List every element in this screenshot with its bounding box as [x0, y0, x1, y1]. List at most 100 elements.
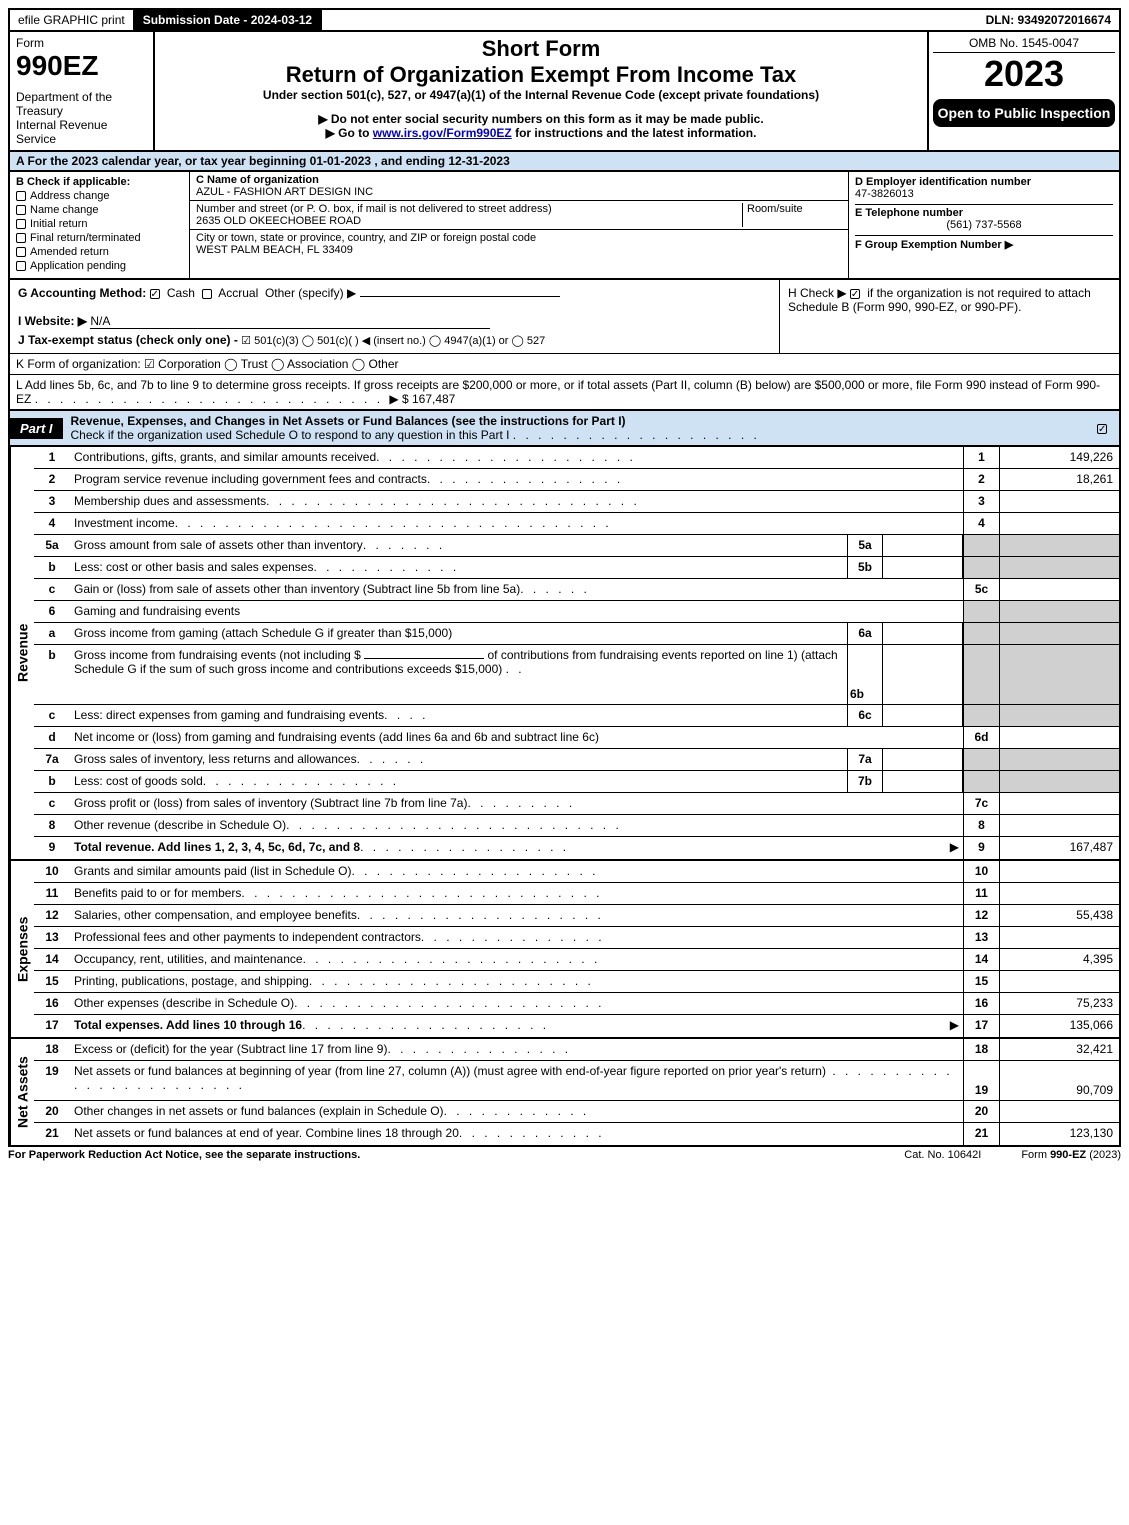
amount-17: 135,066	[999, 1015, 1119, 1037]
org-name: AZUL - FASHION ART DESIGN INC	[196, 186, 842, 198]
part-1-header: Part I Revenue, Expenses, and Changes in…	[8, 411, 1121, 447]
org-city: WEST PALM BEACH, FL 33409	[196, 244, 842, 256]
page-footer: For Paperwork Reduction Act Notice, see …	[8, 1147, 1121, 1163]
g-label: G Accounting Method:	[18, 286, 146, 300]
row-14: 14 Occupancy, rent, utilities, and maint…	[34, 949, 1119, 971]
col-d-ein-phone: D Employer identification number 47-3826…	[849, 172, 1119, 278]
efile-label: efile GRAPHIC print	[10, 10, 135, 30]
line-k: K Form of organization: ☑ Corporation ◯ …	[8, 354, 1121, 375]
row-6b: b Gross income from fundraising events (…	[34, 645, 1119, 705]
room-suite-label: Room/suite	[742, 203, 842, 227]
form-title: Return of Organization Exempt From Incom…	[163, 62, 919, 88]
line-l-amount: 167,487	[412, 392, 455, 406]
header-right: OMB No. 1545-0047 2023 Open to Public In…	[929, 32, 1119, 150]
row-5a: 5a Gross amount from sale of assets othe…	[34, 535, 1119, 557]
check-accrual[interactable]	[202, 289, 212, 299]
org-street: 2635 OLD OKEECHOBEE ROAD	[196, 215, 742, 227]
check-final-return[interactable]: Final return/terminated	[16, 232, 183, 244]
row-4: 4 Investment income . . . . . . . . . . …	[34, 513, 1119, 535]
row-7b: b Less: cost of goods sold . . . . . . .…	[34, 771, 1119, 793]
amount-1: 149,226	[999, 447, 1119, 468]
part-1-tag: Part I	[10, 418, 63, 439]
amount-18: 32,421	[999, 1039, 1119, 1060]
col-b-checkboxes: B Check if applicable: Address change Na…	[10, 172, 190, 278]
j-options: ☑ 501(c)(3) ◯ 501(c)( ) ◀ (insert no.) ◯…	[241, 335, 545, 347]
open-to-public: Open to Public Inspection	[933, 99, 1115, 127]
check-application-pending[interactable]: Application pending	[16, 260, 183, 272]
header-left: Form 990EZ Department of the Treasury In…	[10, 32, 155, 150]
net-assets-side-label: Net Assets	[10, 1039, 34, 1145]
footer-paperwork: For Paperwork Reduction Act Notice, see …	[8, 1149, 360, 1161]
col-c-org-info: C Name of organization AZUL - FASHION AR…	[190, 172, 849, 278]
row-12: 12 Salaries, other compensation, and emp…	[34, 905, 1119, 927]
line-l: L Add lines 5b, 6c, and 7b to line 9 to …	[8, 375, 1121, 411]
row-7c: c Gross profit or (loss) from sales of i…	[34, 793, 1119, 815]
i-label: I Website: ▶	[18, 314, 87, 328]
revenue-side-label: Revenue	[10, 447, 34, 859]
row-3: 3 Membership dues and assessments . . . …	[34, 491, 1119, 513]
row-9: 9 Total revenue. Add lines 1, 2, 3, 4, 5…	[34, 837, 1119, 859]
note-goto-suffix: for instructions and the latest informat…	[515, 126, 756, 140]
tax-year: 2023	[933, 53, 1115, 95]
row-6d: d Net income or (loss) from gaming and f…	[34, 727, 1119, 749]
expenses-side-label: Expenses	[10, 861, 34, 1037]
row-18: 18 Excess or (deficit) for the year (Sub…	[34, 1039, 1119, 1061]
section-gh: G Accounting Method: Cash Accrual Other …	[8, 280, 1121, 354]
form-subtitle: Under section 501(c), 527, or 4947(a)(1)…	[163, 88, 919, 102]
dept-line-2: Internal Revenue Service	[16, 118, 147, 146]
check-schedule-b-not-required[interactable]	[850, 289, 860, 299]
row-17: 17 Total expenses. Add lines 10 through …	[34, 1015, 1119, 1037]
row-15: 15 Printing, publications, postage, and …	[34, 971, 1119, 993]
amount-12: 55,438	[999, 905, 1119, 926]
form-number: 990EZ	[16, 50, 147, 82]
check-name-change[interactable]: Name change	[16, 204, 183, 216]
dln: DLN: 93492072016674	[978, 10, 1119, 30]
row-8: 8 Other revenue (describe in Schedule O)…	[34, 815, 1119, 837]
row-20: 20 Other changes in net assets or fund b…	[34, 1101, 1119, 1123]
row-19: 19 Net assets or fund balances at beginn…	[34, 1061, 1119, 1101]
irs-link[interactable]: www.irs.gov/Form990EZ	[373, 126, 512, 140]
amount-9: 167,487	[999, 837, 1119, 859]
d-ein-label: D Employer identification number	[855, 176, 1113, 188]
header-center: Short Form Return of Organization Exempt…	[155, 32, 929, 150]
row-5b: b Less: cost or other basis and sales ex…	[34, 557, 1119, 579]
check-schedule-o-part1[interactable]	[1097, 424, 1107, 434]
form-header: Form 990EZ Department of the Treasury In…	[8, 32, 1121, 152]
j-label: J Tax-exempt status (check only one) -	[18, 333, 241, 347]
row-11: 11 Benefits paid to or for members . . .…	[34, 883, 1119, 905]
dept-line-1: Department of the Treasury	[16, 90, 147, 118]
row-2: 2 Program service revenue including gove…	[34, 469, 1119, 491]
note-goto-prefix: ▶ Go to	[326, 126, 373, 140]
e-phone-label: E Telephone number	[855, 204, 1113, 219]
check-address-change[interactable]: Address change	[16, 190, 183, 202]
amount-21: 123,130	[999, 1123, 1119, 1145]
line-h: H Check ▶ if the organization is not req…	[779, 280, 1119, 353]
note-goto: ▶ Go to www.irs.gov/Form990EZ for instru…	[163, 126, 919, 140]
expenses-table: Expenses 10 Grants and similar amounts p…	[8, 861, 1121, 1039]
check-cash[interactable]	[150, 289, 160, 299]
line-g: G Accounting Method: Cash Accrual Other …	[18, 286, 771, 300]
contrib-amount-input[interactable]	[364, 658, 484, 659]
row-5c: c Gain or (loss) from sale of assets oth…	[34, 579, 1119, 601]
row-6c: c Less: direct expenses from gaming and …	[34, 705, 1119, 727]
amount-2: 18,261	[999, 469, 1119, 490]
row-6a: a Gross income from gaming (attach Sched…	[34, 623, 1119, 645]
row-1: 1 Contributions, gifts, grants, and simi…	[34, 447, 1119, 469]
omb-number: OMB No. 1545-0047	[933, 36, 1115, 53]
row-6: 6 Gaming and fundraising events	[34, 601, 1119, 623]
short-form-title: Short Form	[163, 36, 919, 62]
revenue-table: Revenue 1 Contributions, gifts, grants, …	[8, 447, 1121, 861]
f-group-label: F Group Exemption Number ▶	[855, 235, 1113, 251]
check-initial-return[interactable]: Initial return	[16, 218, 183, 230]
amount-16: 75,233	[999, 993, 1119, 1014]
net-assets-table: Net Assets 18 Excess or (deficit) for th…	[8, 1039, 1121, 1147]
note-ssn: ▶ Do not enter social security numbers o…	[163, 112, 919, 126]
other-specify-input[interactable]	[360, 296, 560, 297]
top-bar: efile GRAPHIC print Submission Date - 20…	[8, 8, 1121, 32]
check-amended-return[interactable]: Amended return	[16, 246, 183, 258]
row-21: 21 Net assets or fund balances at end of…	[34, 1123, 1119, 1145]
c-city-label: City or town, state or province, country…	[196, 232, 842, 244]
row-13: 13 Professional fees and other payments …	[34, 927, 1119, 949]
ein-value: 47-3826013	[855, 188, 1113, 200]
amount-14: 4,395	[999, 949, 1119, 970]
